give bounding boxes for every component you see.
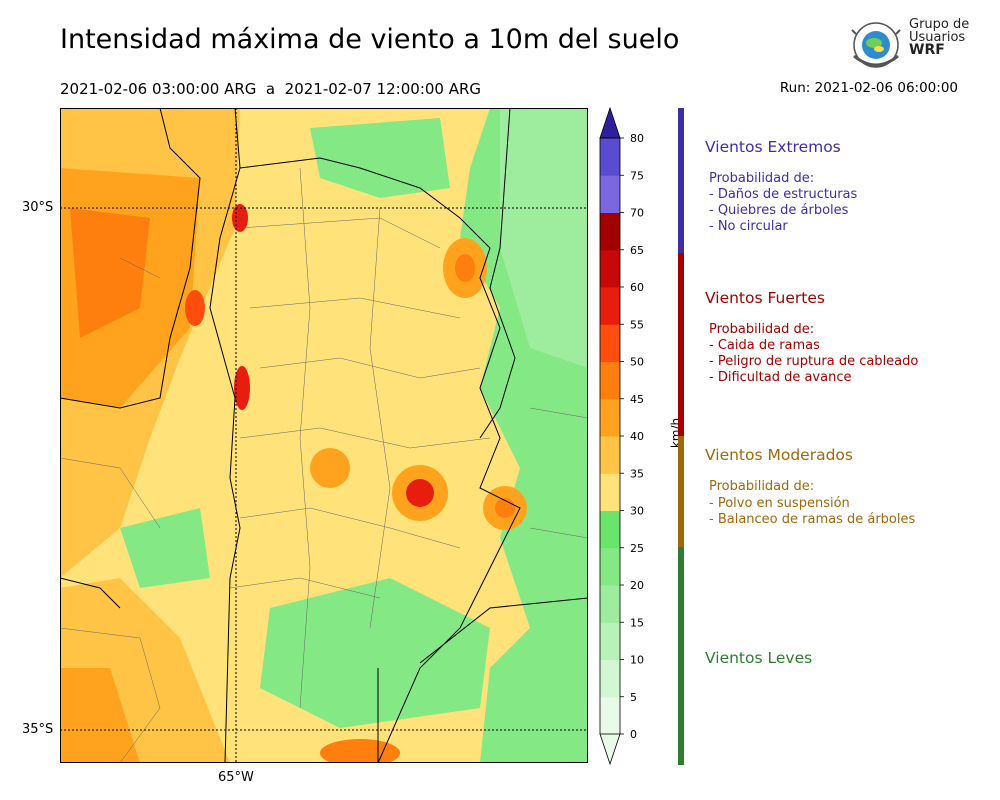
wind-zone-north-green — [310, 118, 450, 198]
colorbar-tick-label: 45 — [630, 393, 644, 406]
logo-line-1: Grupo de — [909, 17, 970, 32]
colorbar-tick-label: 50 — [630, 356, 644, 369]
legend-prob-strong: Probabilidad de: — [709, 322, 815, 337]
department-lines — [60, 167, 588, 763]
legend-item: - No circular — [709, 219, 788, 234]
colorbar-band — [600, 473, 620, 511]
colorbar-tick-label: 35 — [630, 467, 644, 480]
legend-prob-extreme: Probabilidad de: — [709, 171, 815, 186]
colorbar-tick-label: 60 — [630, 281, 644, 294]
lat-label: 35°S — [22, 722, 54, 737]
wind-cell — [320, 739, 400, 763]
logo-text: Grupo de Usuarios WRF — [909, 18, 969, 57]
legend-item: - Daños de estructuras — [709, 187, 858, 202]
legend-bar-light — [678, 547, 684, 765]
wind-zone-south-green — [260, 578, 490, 728]
legend-item: - Balanceo de ramas de árboles — [709, 512, 916, 527]
colorbar: 0 5 10 15 20 25 30 35 40 45 50 55 60 65 70 75 80 — [599, 106, 644, 766]
legend-item: - Dificultad de avance — [709, 370, 852, 385]
colorbar-band — [600, 622, 620, 660]
colorbar-tick-label: 70 — [630, 207, 644, 220]
legend-item: - Caida de ramas — [709, 338, 820, 353]
colorbar-tick-label: 80 — [630, 132, 644, 145]
wind-cell-core — [234, 366, 250, 410]
colorbar-band — [600, 361, 620, 400]
legend-bar-moderate — [678, 436, 684, 547]
colorbar-band — [600, 324, 620, 362]
colorbar-band — [600, 212, 620, 251]
legend-item: - Quiebres de árboles — [709, 203, 849, 218]
colorbar-band — [600, 249, 620, 288]
colorbar-tick-label: 15 — [630, 616, 644, 629]
wind-cell-core — [455, 254, 475, 282]
colorbar-tick-label: 0 — [630, 728, 637, 741]
colorbar-tick-label: 55 — [630, 318, 644, 331]
colorbar-tick-label: 75 — [630, 169, 644, 182]
legend-bar-strong — [678, 253, 684, 436]
province-border — [60, 577, 121, 609]
legend-bar-extreme — [678, 108, 684, 253]
lon-label: 65°W — [218, 770, 254, 785]
date-range-label: 2021-02-06 03:00:00 ARG a 2021-02-07 12:… — [60, 80, 482, 98]
colorbar-band — [600, 659, 620, 698]
colorbar-tick-label: 30 — [630, 505, 644, 518]
province-border — [239, 157, 521, 763]
province-border — [479, 108, 516, 439]
colorbar-band — [600, 175, 620, 213]
wind-zone-west-strong — [70, 208, 150, 338]
legend-prob-moderate: Probabilidad de: — [709, 479, 815, 494]
colorbar-tick-label: 65 — [630, 244, 644, 257]
legend-title-light: Vientos Leves — [705, 649, 813, 667]
wind-zone-west-green — [120, 508, 210, 588]
colorbar-extend-high — [599, 106, 621, 139]
colorbar-tick-label: 40 — [630, 430, 644, 443]
wind-map — [60, 108, 588, 763]
colorbar-tick-label: 10 — [630, 654, 644, 667]
legend-title-strong: Vientos Fuertes — [705, 289, 825, 307]
colorbar-band — [600, 585, 620, 623]
colorbar-band — [600, 138, 620, 176]
legend-item: - Peligro de ruptura de cableado — [709, 354, 919, 369]
province-border — [209, 108, 241, 763]
run-label: Run: 2021-02-06 06:00:00 — [779, 80, 958, 96]
logo-line-2: Usuarios — [909, 30, 966, 45]
wind-cell-core — [185, 290, 205, 326]
wind-cell-core — [406, 479, 434, 507]
province-border — [419, 597, 588, 664]
wind-zone-northeast — [500, 108, 588, 368]
colorbar-tick-label: 25 — [630, 542, 644, 555]
legend-title-moderate: Vientos Moderados — [705, 446, 853, 464]
legend-title-extreme: Vientos Extremos — [705, 138, 841, 156]
wrf-logo — [851, 22, 901, 68]
wind-zone-southwest-core — [60, 668, 140, 763]
map-title: Intensidad máxima de viento a 10m del su… — [60, 24, 680, 55]
colorbar-band — [600, 510, 620, 549]
legend-item: - Polvo en suspensión — [709, 496, 850, 511]
colorbar-band — [600, 398, 620, 437]
wind-cell — [310, 448, 350, 488]
province-border — [60, 108, 201, 409]
colorbar-tick-label: 5 — [630, 691, 637, 704]
lat-label: 30°S — [22, 200, 54, 215]
colorbar-band — [600, 547, 620, 586]
logo-line-3: WRF — [909, 42, 945, 58]
colorbar-tick-label: 20 — [630, 579, 644, 592]
colorbar-band — [600, 287, 620, 325]
colorbar-band — [600, 696, 620, 735]
colorbar-extend-low — [599, 733, 621, 766]
colorbar-band — [600, 436, 620, 474]
